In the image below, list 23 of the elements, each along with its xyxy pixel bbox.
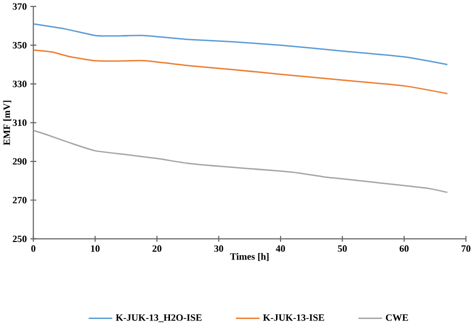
x-tick-label: 20: [152, 245, 162, 252]
x-tick-label: 40: [276, 245, 286, 252]
x-tick-label: 50: [338, 245, 347, 252]
x-tick-label: 0: [31, 245, 36, 252]
x-tick-label: 30: [214, 245, 224, 252]
y-tick-label: 370: [12, 3, 27, 10]
legend-label: K-JUK-13-ISE: [263, 314, 324, 321]
y-tick-label: 310: [12, 120, 27, 126]
x-tick-label: 10: [91, 245, 100, 252]
x-tick-label: 70: [462, 245, 470, 252]
y-tick-label: 330: [12, 80, 27, 88]
y-tick-label: 270: [12, 197, 27, 204]
legend-label: CWE: [386, 314, 408, 322]
line-series: [33, 23, 448, 66]
y-axis-title: EMF [mV]: [3, 100, 12, 146]
legend-label: K-JUK-13_H2O-ISE: [116, 314, 202, 322]
line-series: [33, 50, 448, 94]
y-tick-label: 350: [12, 42, 27, 49]
y-tick-label: 250: [12, 236, 27, 242]
line-series: [33, 130, 448, 194]
x-tick-label: 60: [400, 245, 409, 252]
y-tick-label: 290: [12, 158, 27, 165]
x-axis-title: Times [h]: [230, 253, 269, 262]
